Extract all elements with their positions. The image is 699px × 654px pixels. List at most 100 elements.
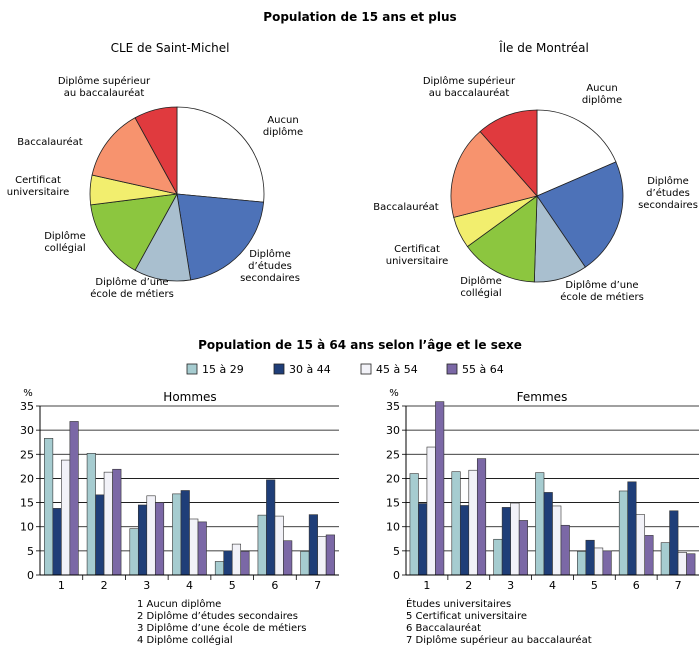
x-tick-label: 6: [271, 579, 278, 592]
x-tick-label: 3: [507, 579, 514, 592]
bar: [172, 493, 182, 576]
legend-label: 30 à 44: [289, 363, 331, 376]
bar: [493, 538, 503, 576]
bar: [459, 505, 470, 576]
bar: [644, 535, 654, 576]
x-tick-label: 4: [186, 579, 193, 592]
bar: [660, 542, 670, 576]
x-tick-label: 4: [549, 579, 556, 592]
bar: [686, 553, 696, 576]
pie-slice-label: Diplôme collégial: [460, 275, 502, 299]
bar: [468, 469, 478, 576]
bar: [635, 514, 646, 576]
pie-slice: [90, 193, 178, 271]
y-tick-label: 25: [20, 448, 34, 461]
bar: [501, 507, 511, 576]
bar-title-femmes: Femmes: [517, 390, 568, 404]
legend-swatch: [446, 363, 458, 375]
legend-item: 45 à 54: [360, 363, 418, 376]
y-tick-label: 0: [27, 569, 34, 582]
category-legend-item: 4 Diplôme collégial: [137, 634, 233, 646]
bar: [602, 550, 612, 576]
y-tick-label: 30: [386, 424, 400, 437]
pie-slice-label: Baccalauréat: [17, 136, 83, 148]
x-tick-label: 3: [143, 579, 150, 592]
x-tick-label: 7: [314, 579, 321, 592]
bar: [223, 550, 233, 576]
bar: [426, 446, 436, 576]
bar: [266, 479, 276, 576]
y-tick-label: 20: [20, 472, 34, 485]
legend-item: 15 à 29: [186, 363, 244, 376]
y-axis-label: %: [389, 388, 399, 399]
bar: [409, 473, 419, 576]
pie-slice-label: Aucun diplôme: [263, 115, 303, 138]
bottom-title: Population de 15 à 64 ans selon l’âge et…: [198, 338, 522, 352]
bar: [180, 490, 190, 576]
legend-item: 55 à 64: [446, 363, 504, 376]
bar: [257, 514, 267, 576]
bar-title-hommes: Hommes: [163, 390, 216, 404]
bar: [154, 502, 165, 576]
pie-slice: [176, 106, 265, 203]
top-title: Population de 15 ans et plus: [263, 10, 456, 24]
bar: [189, 518, 199, 576]
x-tick-label: 5: [229, 579, 236, 592]
legend-swatch: [186, 363, 198, 375]
category-legend-right: Études universitaires 5 Certificat unive…: [406, 597, 592, 646]
bar: [317, 536, 327, 576]
y-tick-label: 35: [20, 400, 34, 413]
bar: [69, 421, 79, 576]
y-tick-label: 20: [386, 472, 400, 485]
pie-slice-label: Aucun diplôme: [582, 83, 622, 106]
pie-slice: [479, 109, 538, 198]
pie-slice-label: Diplôme d’études secondaires: [638, 175, 698, 211]
category-legend-item: 1 Aucun diplôme: [137, 598, 221, 610]
y-tick-label: 5: [393, 545, 400, 558]
bar: [61, 459, 71, 576]
pie-chart-montreal: Île de Montréal Aucun diplôme Diplôme d’étu…: [373, 40, 698, 303]
bar-chart-femmes: Femmes % 0 5 10 15 20 25 30 35 1 2 3 4 5 6 7: [386, 388, 699, 592]
category-legend-item: 6 Baccalauréat: [406, 622, 481, 634]
bar: [300, 551, 310, 576]
bar: [594, 547, 604, 576]
legend-label: 55 à 64: [462, 363, 504, 376]
pie-chart-saint-michel: CLE de Saint-Michel Aucun diplôme Diplôme d…: [7, 41, 303, 300]
bar: [95, 494, 105, 576]
bar: [510, 502, 520, 576]
y-tick-label: 25: [386, 448, 400, 461]
x-tick-label: 5: [591, 579, 598, 592]
y-tick-label: 15: [386, 497, 400, 510]
pie-slice: [134, 106, 178, 195]
bar: [137, 504, 148, 576]
pie-slice: [536, 161, 624, 268]
x-tick-label: 1: [423, 579, 430, 592]
pie-slice: [91, 117, 178, 195]
category-legend-item: 7 Diplôme supérieur au baccalauréat: [406, 634, 592, 646]
bar: [240, 551, 250, 576]
pie-slice: [466, 195, 538, 283]
category-legend-item: 2 Diplôme d’études secondaires: [137, 610, 298, 622]
x-tick-label: 7: [675, 579, 682, 592]
pie-slice: [450, 130, 538, 218]
pie-slice-label: Diplôme supérieur au baccalauréat: [423, 75, 516, 99]
bar: [669, 510, 679, 576]
bar: [535, 472, 545, 576]
pie-slice-label: Certificat universitaire: [7, 175, 70, 198]
bar: [418, 503, 428, 576]
bar: [677, 552, 687, 576]
bar: [560, 524, 570, 576]
x-tick-label: 1: [58, 579, 65, 592]
y-axis-label: %: [23, 388, 33, 399]
bar: [103, 471, 113, 576]
y-tick-label: 30: [20, 424, 34, 437]
legend-item: 30 à 44: [273, 363, 331, 376]
bar: [112, 468, 122, 576]
y-tick-label: 10: [20, 521, 34, 534]
y-tick-label: 0: [393, 569, 400, 582]
pie-slice-label: Diplôme d’une école de métiers: [560, 279, 644, 303]
bar: [283, 540, 293, 576]
pie-slice: [536, 109, 617, 197]
bar: [435, 401, 445, 576]
